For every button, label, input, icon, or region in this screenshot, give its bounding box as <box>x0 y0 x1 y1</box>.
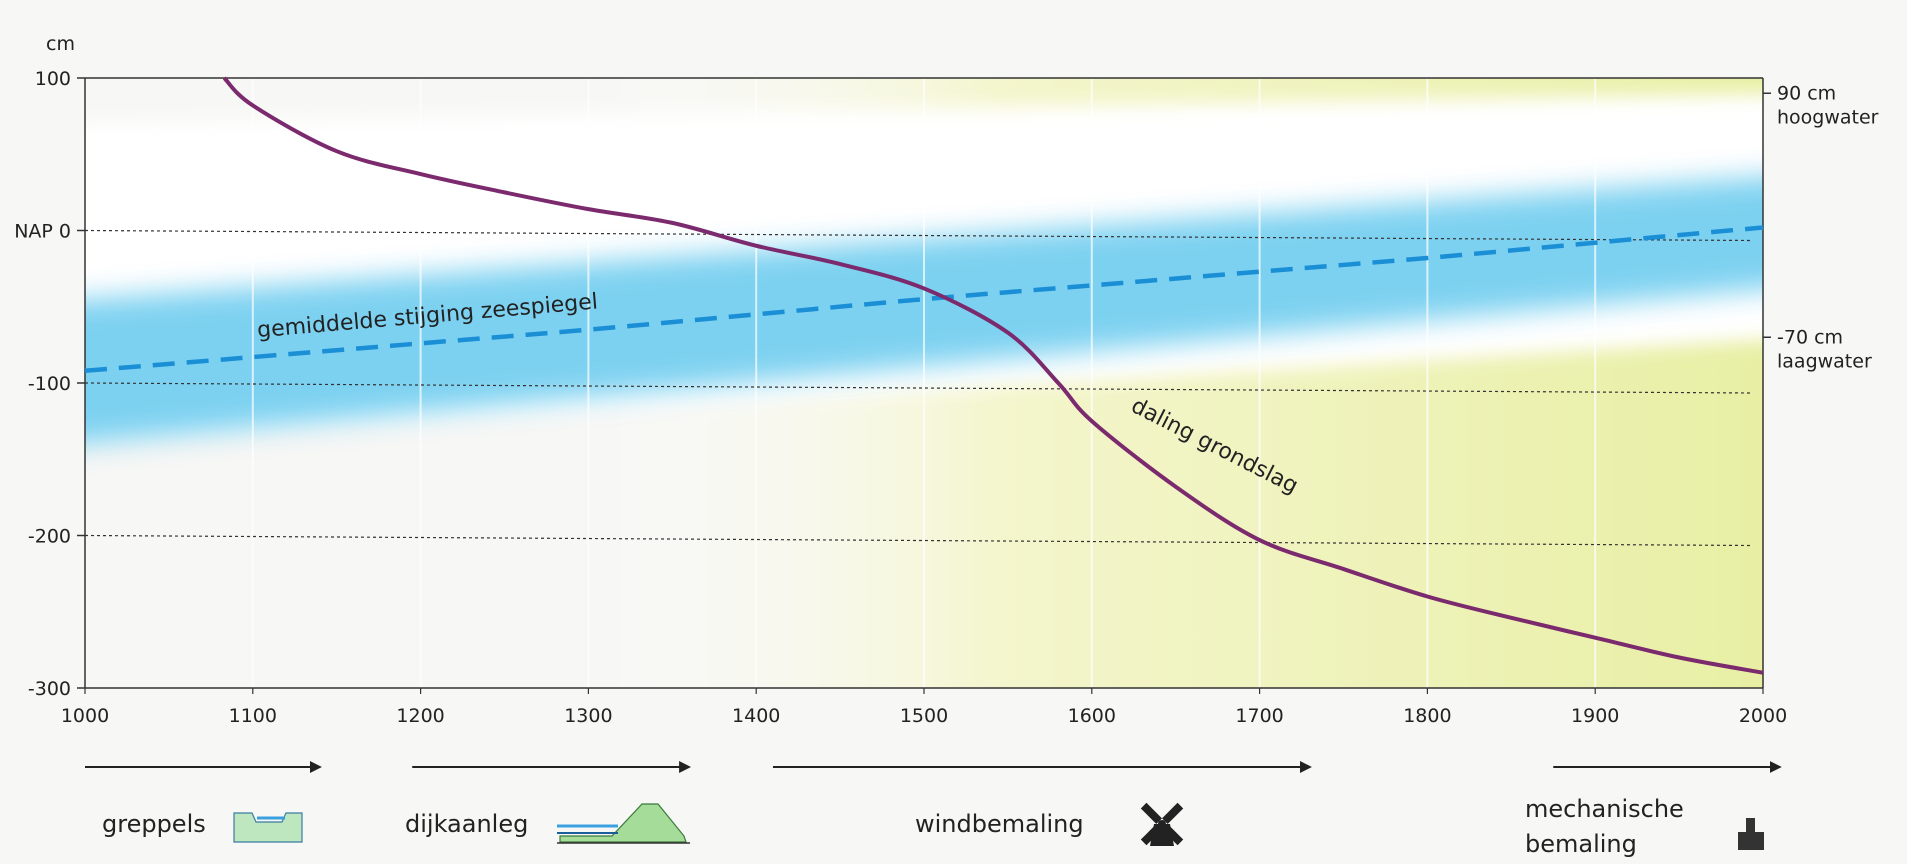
annotation-label: laagwater <box>1777 350 1872 372</box>
series-layer <box>84 76 1764 675</box>
x-tick-label: 1100 <box>229 705 277 727</box>
y-unit-label: cm <box>46 33 75 55</box>
x-tick-label: 1600 <box>1068 705 1116 727</box>
sea-level-line <box>84 225 1764 374</box>
x-tick-label: 1800 <box>1403 705 1451 727</box>
x-tick-label: 1400 <box>732 705 780 727</box>
x-tick-label: 1500 <box>900 705 948 727</box>
x-tick-label: 1900 <box>1571 705 1619 727</box>
period-label-dijkaanleg: dijkaanleg <box>405 810 528 838</box>
period-timeline: greppels dijkaanleg windbemaling mechanisch… <box>85 761 1782 858</box>
hgrid--200 <box>84 534 1754 547</box>
y-tick-label: -200 <box>28 526 71 548</box>
annotation-value: 90 cm <box>1777 82 1836 104</box>
dike-icon <box>557 803 690 844</box>
y-tick-label: -100 <box>28 373 71 395</box>
period-label-mechanische: mechanische <box>1525 795 1684 823</box>
hgrid-0 <box>84 229 1754 242</box>
y-tick-label: 100 <box>35 68 71 90</box>
plot-area <box>85 78 1763 688</box>
subsidence-curve <box>222 76 1764 675</box>
annotation-value: -70 cm <box>1777 326 1843 348</box>
windmill-icon <box>1140 802 1184 846</box>
period-label-greppels: greppels <box>102 810 206 838</box>
x-tick-label: 2000 <box>1739 705 1787 727</box>
period-label-bemaling: bemaling <box>1525 830 1637 858</box>
x-tick-label: 1700 <box>1235 705 1283 727</box>
ditch-icon <box>233 812 303 843</box>
annotation-label: hoogwater <box>1777 106 1879 128</box>
x-tick-label: 1000 <box>61 705 109 727</box>
y-tick-label: -300 <box>28 678 71 700</box>
hgrid--100 <box>84 382 1754 394</box>
x-tick-label: 1300 <box>564 705 612 727</box>
period-label-windbemaling: windbemaling <box>915 810 1084 838</box>
y-axis: 100 NAP 0 -100 -200 -300 <box>14 68 85 700</box>
x-axis: 1000 1100 1200 1300 1400 1500 1600 1700 1800 1900… <box>61 688 1787 727</box>
y-tick-label: NAP 0 <box>14 221 71 243</box>
x-tick-label: 1200 <box>396 705 444 727</box>
gridlines <box>84 229 1754 547</box>
pumping-station-icon <box>1738 818 1764 850</box>
